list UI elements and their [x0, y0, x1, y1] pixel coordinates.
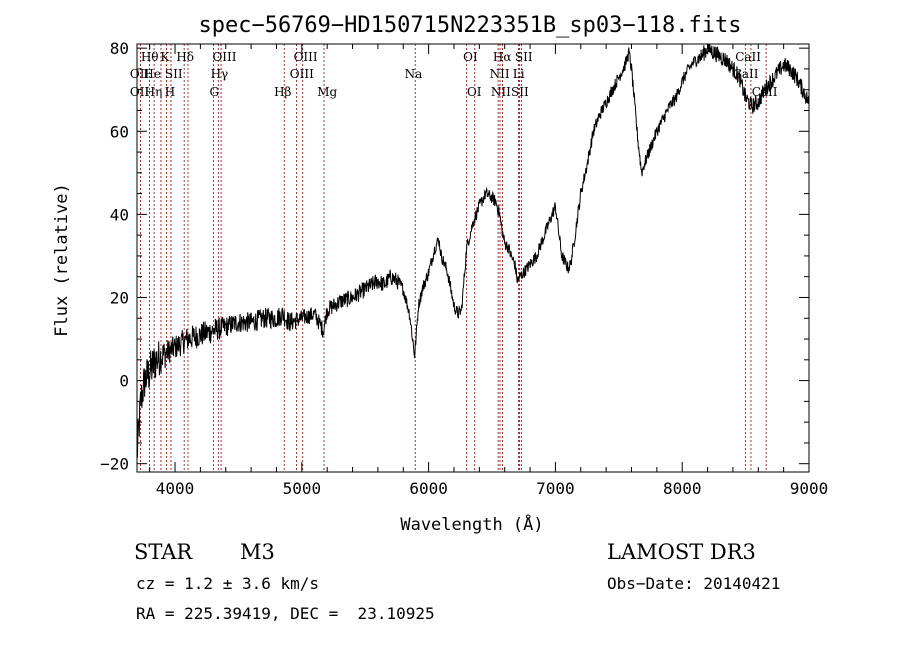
plot-frame	[136, 43, 810, 473]
spectral-line-label: OIII	[212, 50, 236, 64]
object-type: STAR	[134, 540, 193, 564]
x-tick-label: 8000	[663, 479, 702, 498]
spectral-line-label: CaII	[735, 50, 761, 64]
spectral-line-label: OIII	[294, 50, 318, 64]
subclass: M3	[240, 540, 275, 564]
spectral-line-label: He	[143, 67, 161, 81]
spectral-line-label: OII	[130, 85, 150, 99]
y-tick-label: 40	[110, 205, 129, 224]
spectral-line-label: Hβ	[274, 85, 291, 99]
spectral-line-label: G	[210, 85, 220, 99]
y-tick-label: −20	[100, 455, 129, 474]
y-axis-ticks: −20 0 20 40 60 80	[100, 39, 809, 474]
spectral-line-label: H	[165, 85, 175, 99]
chart-title: spec−56769−HD150715N223351B_sp03−118.fit…	[198, 13, 741, 38]
y-tick-label: 60	[110, 122, 129, 141]
y-axis-label: Flux (relative)	[52, 183, 72, 337]
x-tick-label: 9000	[790, 479, 829, 498]
spectral-line-label: Hη	[145, 85, 163, 99]
spectral-line-label: OIII	[290, 67, 314, 81]
x-tick-label: 6000	[409, 479, 448, 498]
spectral-line-label: Mg	[317, 85, 337, 99]
spectral-line-label: Hγ	[211, 67, 229, 81]
x-axis-label: Wavelength (Å)	[400, 513, 543, 535]
x-tick-label: 5000	[283, 479, 322, 498]
spectral-line-markers	[140, 44, 767, 472]
observation-date: Obs−Date: 20140421	[607, 574, 781, 593]
spectral-line-label: Li	[513, 67, 525, 81]
spectral-line-label: Hθ	[141, 50, 159, 64]
y-tick-label: 0	[119, 372, 129, 391]
redshift-cz: cz = 1.2 ± 3.6 km/s	[136, 574, 320, 593]
spectral-line-label: SII	[511, 85, 529, 99]
spectral-line-label: OI	[463, 50, 478, 64]
spectral-line-label: Hα	[493, 50, 512, 64]
spectral-line-label: Hδ	[176, 50, 194, 64]
y-tick-label: 20	[110, 288, 129, 307]
spectral-line-label: Na	[405, 67, 423, 81]
survey-name: LAMOST DR3	[607, 540, 756, 564]
spectral-line-label: SII	[515, 50, 533, 64]
spectral-line-label: NII	[491, 85, 511, 99]
spectral-line-label: K	[160, 50, 170, 64]
spectrum-series-line	[136, 43, 810, 459]
spectral-line-label: NII	[490, 67, 510, 81]
spectral-line-label: OII	[130, 67, 150, 81]
x-tick-label: 4000	[156, 479, 195, 498]
x-axis-ticks: 4000 5000 6000 7000 8000 9000	[149, 44, 829, 498]
spectral-line-label: SII	[165, 67, 183, 81]
y-tick-label: 80	[110, 39, 129, 58]
spectral-line-label: OI	[467, 85, 482, 99]
x-tick-label: 7000	[536, 479, 575, 498]
coordinates: RA = 225.39419, DEC = 23.10925	[136, 604, 435, 623]
